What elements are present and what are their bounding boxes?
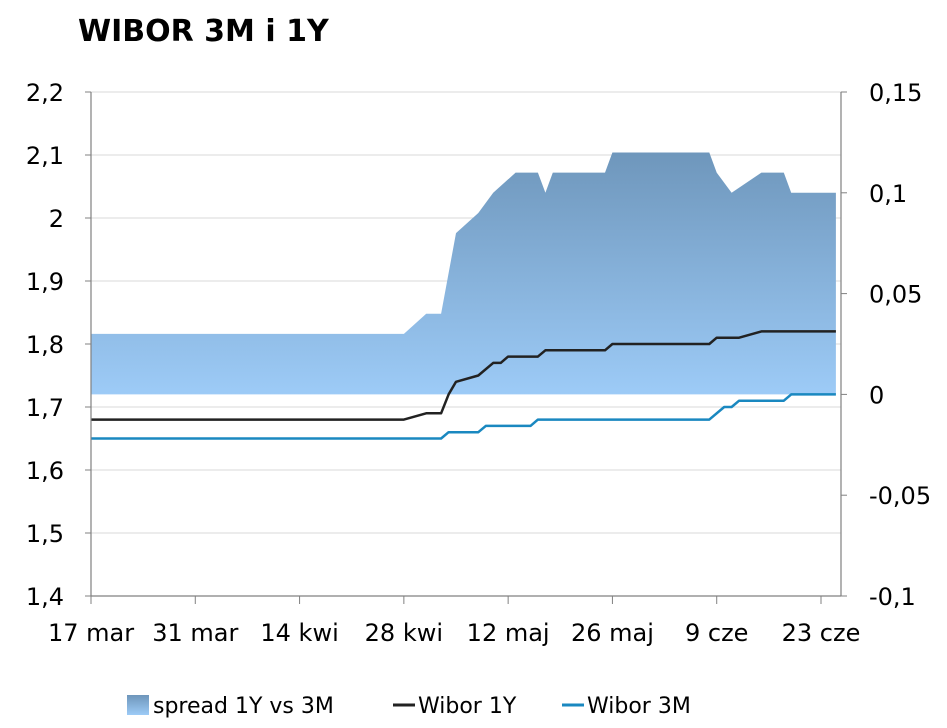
y-left-tick-label: 1,8 (26, 331, 64, 359)
y-right-tick-label: 0,15 (869, 79, 922, 107)
legend: spread 1Y vs 3M Wibor 1Y Wibor 3M (127, 694, 691, 719)
y-left-tick-label: 1,9 (26, 268, 64, 296)
x-tick-label: 17 mar (48, 619, 134, 647)
legend-label-wibor-3m: Wibor 3M (587, 694, 691, 719)
y-right-tick-label: -0,05 (869, 482, 931, 510)
legend-label-wibor-1y: Wibor 1Y (418, 694, 517, 719)
y-right-tick-label: 0,05 (869, 281, 922, 309)
y-right-tick-label: 0,1 (869, 180, 907, 208)
x-tick-label: 12 maj (467, 619, 550, 647)
legend-label-spread: spread 1Y vs 3M (153, 694, 334, 719)
y-left-tick-label: 2,2 (26, 79, 64, 107)
x-tick-label: 23 cze (782, 619, 861, 647)
y-right-tick-label: 0 (869, 381, 884, 409)
gridlines (91, 91, 841, 534)
x-tick-label: 28 kwi (365, 619, 443, 647)
x-tick-label: 14 kwi (260, 619, 338, 647)
chart-title: WIBOR 3M i 1Y (78, 14, 329, 49)
legend-swatch-spread (127, 695, 149, 715)
line-layer (91, 330, 836, 440)
y-left-tick-label: 2 (49, 205, 64, 233)
y-left-tick-label: 1,5 (26, 520, 64, 548)
y-right-tick-label: -0,1 (869, 583, 916, 611)
x-tick-label: 9 cze (685, 619, 748, 647)
x-tick-label: 26 maj (571, 619, 654, 647)
y-left-tick-label: 1,6 (26, 457, 64, 485)
axes (85, 91, 847, 604)
y-left-tick-label: 1,7 (26, 394, 64, 422)
spread-area (91, 152, 836, 395)
tick-labels: 2,2 2,1 2 1,9 1,8 1,7 1,6 1,5 1,4 0,15 0,1 0,05 0 -0,… (26, 79, 931, 647)
y-left-tick-label: 1,4 (26, 583, 64, 611)
wibor-3m-line (91, 393, 836, 440)
y-left-tick-label: 2,1 (26, 142, 64, 170)
x-tick-label: 31 mar (152, 619, 238, 647)
wibor-1y-line (91, 330, 836, 421)
spread-area-layer (91, 152, 836, 395)
